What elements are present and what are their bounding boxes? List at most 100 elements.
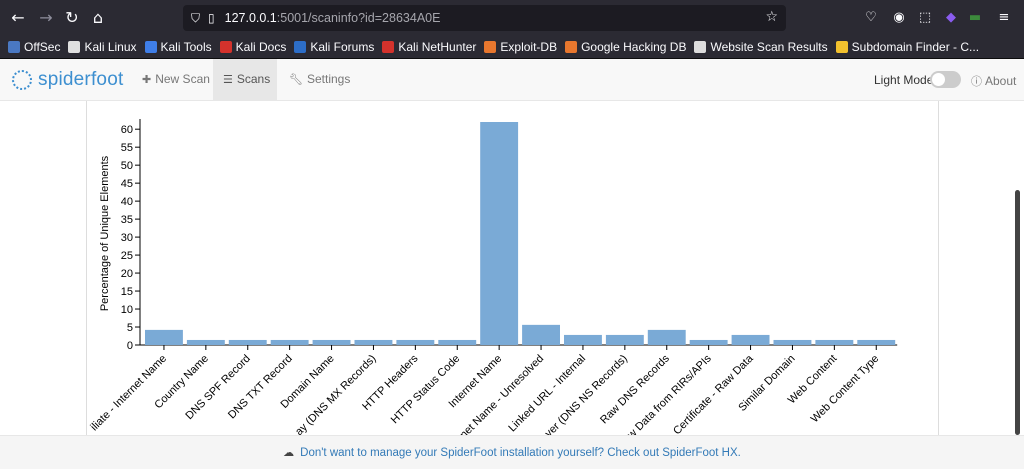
url-host: 127.0.0.1 [224,11,277,25]
y-tick-label: 5 [127,322,133,334]
url-bar[interactable]: ⛉ ▯ 127.0.0.1:5001/scaninfo?id=28634A0E … [183,5,786,31]
nav-about[interactable]: ⓘ About [971,73,1016,89]
bookmark-favicon-icon [694,41,707,53]
bookmark-item[interactable]: Kali Forums [294,40,374,54]
bookmark-favicon-icon [382,41,395,53]
chart-bar [815,339,854,345]
cloud-icon: ☁ [283,446,295,459]
list-icon: ☰ [223,73,233,86]
extensions-icon[interactable]: ⬚ [918,10,932,25]
chart-bar [396,339,435,345]
y-tick-label: 60 [121,124,133,136]
url-path: :5001/scaninfo?id=28634A0E [276,11,441,25]
x-tick-label: Raw DNS Records [598,352,672,426]
x-tick-label: ver (DNS NS Records) [543,353,630,435]
chart-bar [522,324,560,345]
spiderfoot-logo[interactable]: spiderfoot [12,69,123,91]
bookmark-star-icon[interactable]: ☆ [765,9,778,25]
bookmark-favicon-icon [835,41,848,53]
light-mode-label: Light Mode [874,73,934,87]
plus-icon: ✚ [142,73,152,86]
y-axis-title: Percentage of Unique Elements [99,155,111,311]
bookmark-label: Kali Tools [160,40,212,54]
chart-bar [731,334,770,345]
pocket-icon[interactable]: ♡ [865,10,877,25]
y-tick-label: 40 [121,196,133,208]
url-text[interactable]: 127.0.0.1:5001/scaninfo?id=28634A0E [225,11,441,25]
bookmark-label: Kali Docs [235,40,287,54]
bookmark-favicon-icon [68,41,81,53]
bookmark-label: Kali NetHunter [398,40,477,54]
bookmark-favicon-icon [144,41,157,53]
chart-bar [605,334,644,345]
nav-settings[interactable]: 🔧︎ Settings [279,59,360,100]
spiderfoot-hx-link[interactable]: Don't want to manage your SpiderFoot ins… [300,447,741,459]
bookmark-item[interactable]: Exploit-DB [484,40,557,54]
bookmark-favicon-icon [219,41,232,53]
page-scrollbar[interactable] [1015,190,1020,435]
bookmark-label: Kali Forums [310,40,375,54]
x-tick-label: Certificate - Raw Data [671,352,756,435]
y-tick-label: 50 [121,160,133,172]
light-mode-toggle[interactable] [930,71,961,88]
extension-purple-icon[interactable]: ◆ [946,10,956,25]
nav-scans[interactable]: ☰ Scans [213,59,277,100]
x-tick-label: Linked URL - Internal [506,353,588,435]
chart-bar [773,339,812,345]
y-tick-label: 0 [127,340,133,352]
menu-icon[interactable]: ≡ [998,10,1010,25]
chart-bar [564,334,602,345]
bookmark-label: OffSec [24,40,61,54]
chart-bar [480,122,519,345]
page-icon[interactable]: ▯ [208,11,215,25]
extension-green-icon[interactable]: ▬ [968,10,982,25]
y-tick-label: 30 [121,232,133,244]
bookmark-item[interactable]: Kali Tools [144,40,212,54]
chart-bar [228,339,267,345]
shield-icon[interactable]: ⛉ [191,10,201,25]
logo-text: spiderfoot [38,69,124,90]
reload-icon[interactable]: ↻ [65,8,79,27]
chart-bar [689,339,728,345]
chart-bar [647,329,686,345]
y-tick-label: 10 [121,304,133,316]
bookmark-item[interactable]: Subdomain Finder - C... [835,40,980,54]
forward-icon[interactable]: → [39,8,53,27]
bookmark-label: Website Scan Results [710,40,828,54]
nav-settings-label: Settings [306,72,351,86]
chart-bar [438,339,477,345]
footer-banner: ☁ Don't want to manage your SpiderFoot in… [0,435,1024,469]
y-tick-label: 20 [121,268,133,280]
toggle-knob [932,73,945,86]
chart-bar [857,339,896,345]
bookmark-item[interactable]: Kali Docs [219,40,287,54]
bookmark-item[interactable]: Website Scan Results [694,40,828,54]
bookmark-label: Kali Linux [84,40,137,54]
bookmark-favicon-icon [294,41,307,53]
chart-bar [354,339,393,345]
bar-chart: 0 5 10 15 20 25 30 35 40 45 50 55 60 Percentage of Un… [88,119,898,435]
nav-scans-label: Scans [236,72,271,86]
back-icon[interactable]: ← [11,8,25,27]
bookmarks-bar: OffSec Kali Linux Kali Tools Kali Docs Kali … [0,36,1024,59]
bookmark-favicon-icon [484,41,497,53]
chart-bar [145,329,183,345]
y-tick-label: 55 [121,142,133,154]
bookmark-item[interactable]: OffSec [8,40,60,54]
account-icon[interactable]: ◉ [893,10,905,25]
spiderfoot-logo-icon [12,70,32,90]
bookmark-item[interactable]: Kali Linux [68,40,137,54]
bookmark-item[interactable]: Kali NetHunter [382,40,476,54]
y-tick-label: 35 [121,214,133,226]
wrench-icon: 🔧︎ [289,73,303,86]
chart-bar [186,339,225,345]
y-tick-label: 45 [121,178,133,190]
nav-new-scan[interactable]: ✚ New Scan [132,59,220,100]
nav-about-label: About [985,74,1017,88]
chart-bar [312,339,351,345]
bookmark-item[interactable]: Google Hacking DB [565,40,686,54]
x-tick-label: ay (DNS MX Records) [293,353,378,435]
nav-new-scan-label: New Scan [155,72,210,86]
bookmark-label: Subdomain Finder - C... [851,40,980,54]
home-icon[interactable]: ⌂ [92,8,104,27]
